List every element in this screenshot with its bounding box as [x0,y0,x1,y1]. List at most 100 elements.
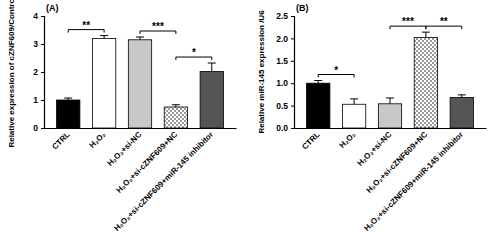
tick-label: 1.5 [276,56,288,66]
error-cap [314,80,322,81]
tick-label: CTRL [300,130,322,152]
tick-label: 0 [33,123,38,133]
bar [414,38,437,128]
error-cap [422,32,430,33]
tick-label: H₂O₂+si-cZNF609+NC [114,130,179,195]
error-bar [172,105,180,107]
panel: 0.0 0.5 1.0 1.5 2.0 2.5 CTRL H₂O₂H₂O₂+si-NCH₂O₂… [257,3,487,232]
axis-line [295,128,487,129]
error-bar [314,81,322,84]
bar [92,38,115,128]
y-axis-title: Relative expression of cZNF609/Control [7,0,16,148]
tick-label: H₂O₂+si-NC [355,130,393,168]
x-axis: CTRL H₂O₂H₂O₂+si-NCH₂O₂+si-cZNF609+NCH₂O₂… [295,129,487,232]
y-axis-title: Relative miR-145 expression /U6 [257,10,266,134]
significance: ****** [318,16,462,77]
tick-label: 0.0 [276,123,288,133]
bar [342,104,365,128]
bar [57,100,80,128]
tick-mark [291,38,294,39]
x-tick: CTRL [300,130,322,152]
y-tick: 0.5 [276,101,294,111]
tick-label: 3 [33,39,38,49]
tick-label: H₂O₂+si-cZNF609+miR-145 inhibitor [112,130,215,232]
tick-label: H₂O₂ [338,130,358,150]
tick-mark [291,128,294,129]
error-cap [386,97,394,98]
figure: 01234CTRLH₂O₂H₂O₂+si-NCH₂O₂+si-cZNF609+N… [0,0,500,232]
error-cap [136,37,144,38]
error-stem [425,32,426,37]
error-bar [208,63,216,71]
x-axis: CTRL H₂O₂H₂O₂+si-NCH₂O₂+si-cZNF609+NCH₂O₂… [45,129,237,232]
x-tick: CTRL [50,130,72,152]
axis-line [45,128,237,129]
tick-label: 2.0 [276,34,288,44]
x-tick: H₂O₂+si-NC [105,130,143,168]
x-tick: H₂O₂+si-cZNF609+NC [364,130,429,195]
panel: 01234CTRLH₂O₂H₂O₂+si-NCH₂O₂+si-cZNF609+N… [7,0,237,232]
significance-label: *** [152,21,164,32]
error-bar [64,98,72,100]
tick-label: 0.5 [276,101,288,111]
significance-label: * [334,65,338,76]
significance-label: *** [402,16,414,27]
y-tick: 1.0 [276,78,294,88]
error-cap [458,94,466,95]
tick-label: H₂O₂+si-NC [105,130,143,168]
bar [450,98,473,128]
error-bar [350,99,358,104]
y-tick: 0 [33,123,44,133]
tick-label: CTRL [50,130,72,152]
tick-label: 2.5 [276,11,288,21]
tick-mark [291,83,294,84]
error-bar [100,36,108,39]
x-tick: H₂O₂+si-cZNF609+miR-145 inhibitor [112,130,215,232]
y-tick: 2.5 [276,11,294,21]
error-cap [208,63,216,64]
tick-mark [41,128,44,129]
tick-label: H₂O₂+si-cZNF609+NC [364,130,429,195]
error-cap [64,98,72,99]
y-axis: 01234 [33,11,44,133]
x-tick: H₂O₂ [88,130,108,150]
error-cap [350,98,358,99]
x-tick: H₂O₂+si-cZNF609+NC [114,130,179,195]
significance: ****** [68,20,212,60]
error-bar [386,98,394,104]
error-bar [458,95,466,98]
panel-label: (A) [46,3,59,13]
bar [164,107,187,128]
axis-line [291,17,295,129]
significance-label: ** [82,20,90,31]
tick-mark [41,44,44,45]
error-stem [211,63,212,71]
tick-mark [291,61,294,62]
y-tick: 3 [33,39,44,49]
y-tick: 2.0 [276,34,294,44]
y-tick: 1.5 [276,56,294,66]
significance-label: * [192,47,196,58]
error-stem [390,98,391,104]
plot-area [57,36,224,128]
y-axis: 0.0 0.5 1.0 1.5 2.0 2.5 [276,11,294,133]
bar [378,104,401,128]
x-tick: H₂O₂+si-NC [355,130,393,168]
y-tick: 4 [33,11,44,21]
error-bar [136,37,144,40]
x-tick: H₂O₂ [338,130,358,150]
error-bar [422,32,430,37]
tick-mark [291,106,294,107]
bar [200,71,223,128]
error-stem [354,99,355,104]
tick-mark [41,16,44,17]
bar [128,40,151,128]
significance-label: ** [440,16,448,27]
plot-area [307,32,474,128]
x-tick: H₂O₂+si-cZNF609+miR-145 inhibitor [362,130,465,232]
axis-line [41,17,45,129]
tick-mark [41,100,44,101]
tick-mark [291,16,294,17]
y-tick: 0.0 [276,123,294,133]
error-cap [100,35,108,36]
